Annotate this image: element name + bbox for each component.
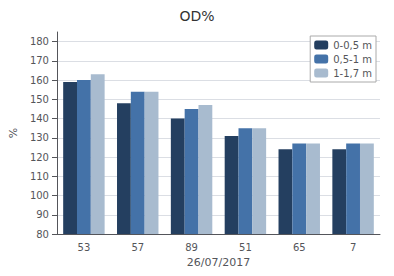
svg-text:110: 110 bbox=[30, 171, 49, 182]
svg-text:100: 100 bbox=[30, 190, 49, 201]
svg-text:140: 140 bbox=[30, 113, 49, 124]
svg-text:160: 160 bbox=[30, 75, 49, 86]
svg-text:%: % bbox=[7, 128, 20, 138]
svg-text:90: 90 bbox=[36, 209, 49, 220]
svg-text:0-0,5 m: 0-0,5 m bbox=[333, 40, 372, 51]
svg-text:26/07/2017: 26/07/2017 bbox=[187, 256, 250, 269]
svg-text:53: 53 bbox=[78, 242, 91, 253]
svg-text:7: 7 bbox=[350, 242, 356, 253]
svg-text:51: 51 bbox=[239, 242, 252, 253]
svg-text:OD%: OD% bbox=[179, 8, 214, 24]
svg-text:89: 89 bbox=[185, 242, 198, 253]
svg-text:0,5-1 m: 0,5-1 m bbox=[333, 54, 372, 65]
svg-text:170: 170 bbox=[30, 55, 49, 66]
svg-text:80: 80 bbox=[36, 229, 49, 240]
svg-text:57: 57 bbox=[131, 242, 144, 253]
svg-text:180: 180 bbox=[30, 36, 49, 47]
svg-text:150: 150 bbox=[30, 94, 49, 105]
svg-text:65: 65 bbox=[293, 242, 306, 253]
svg-text:120: 120 bbox=[30, 152, 49, 163]
svg-text:1-1,7 m: 1-1,7 m bbox=[333, 68, 372, 79]
svg-text:130: 130 bbox=[30, 132, 49, 143]
